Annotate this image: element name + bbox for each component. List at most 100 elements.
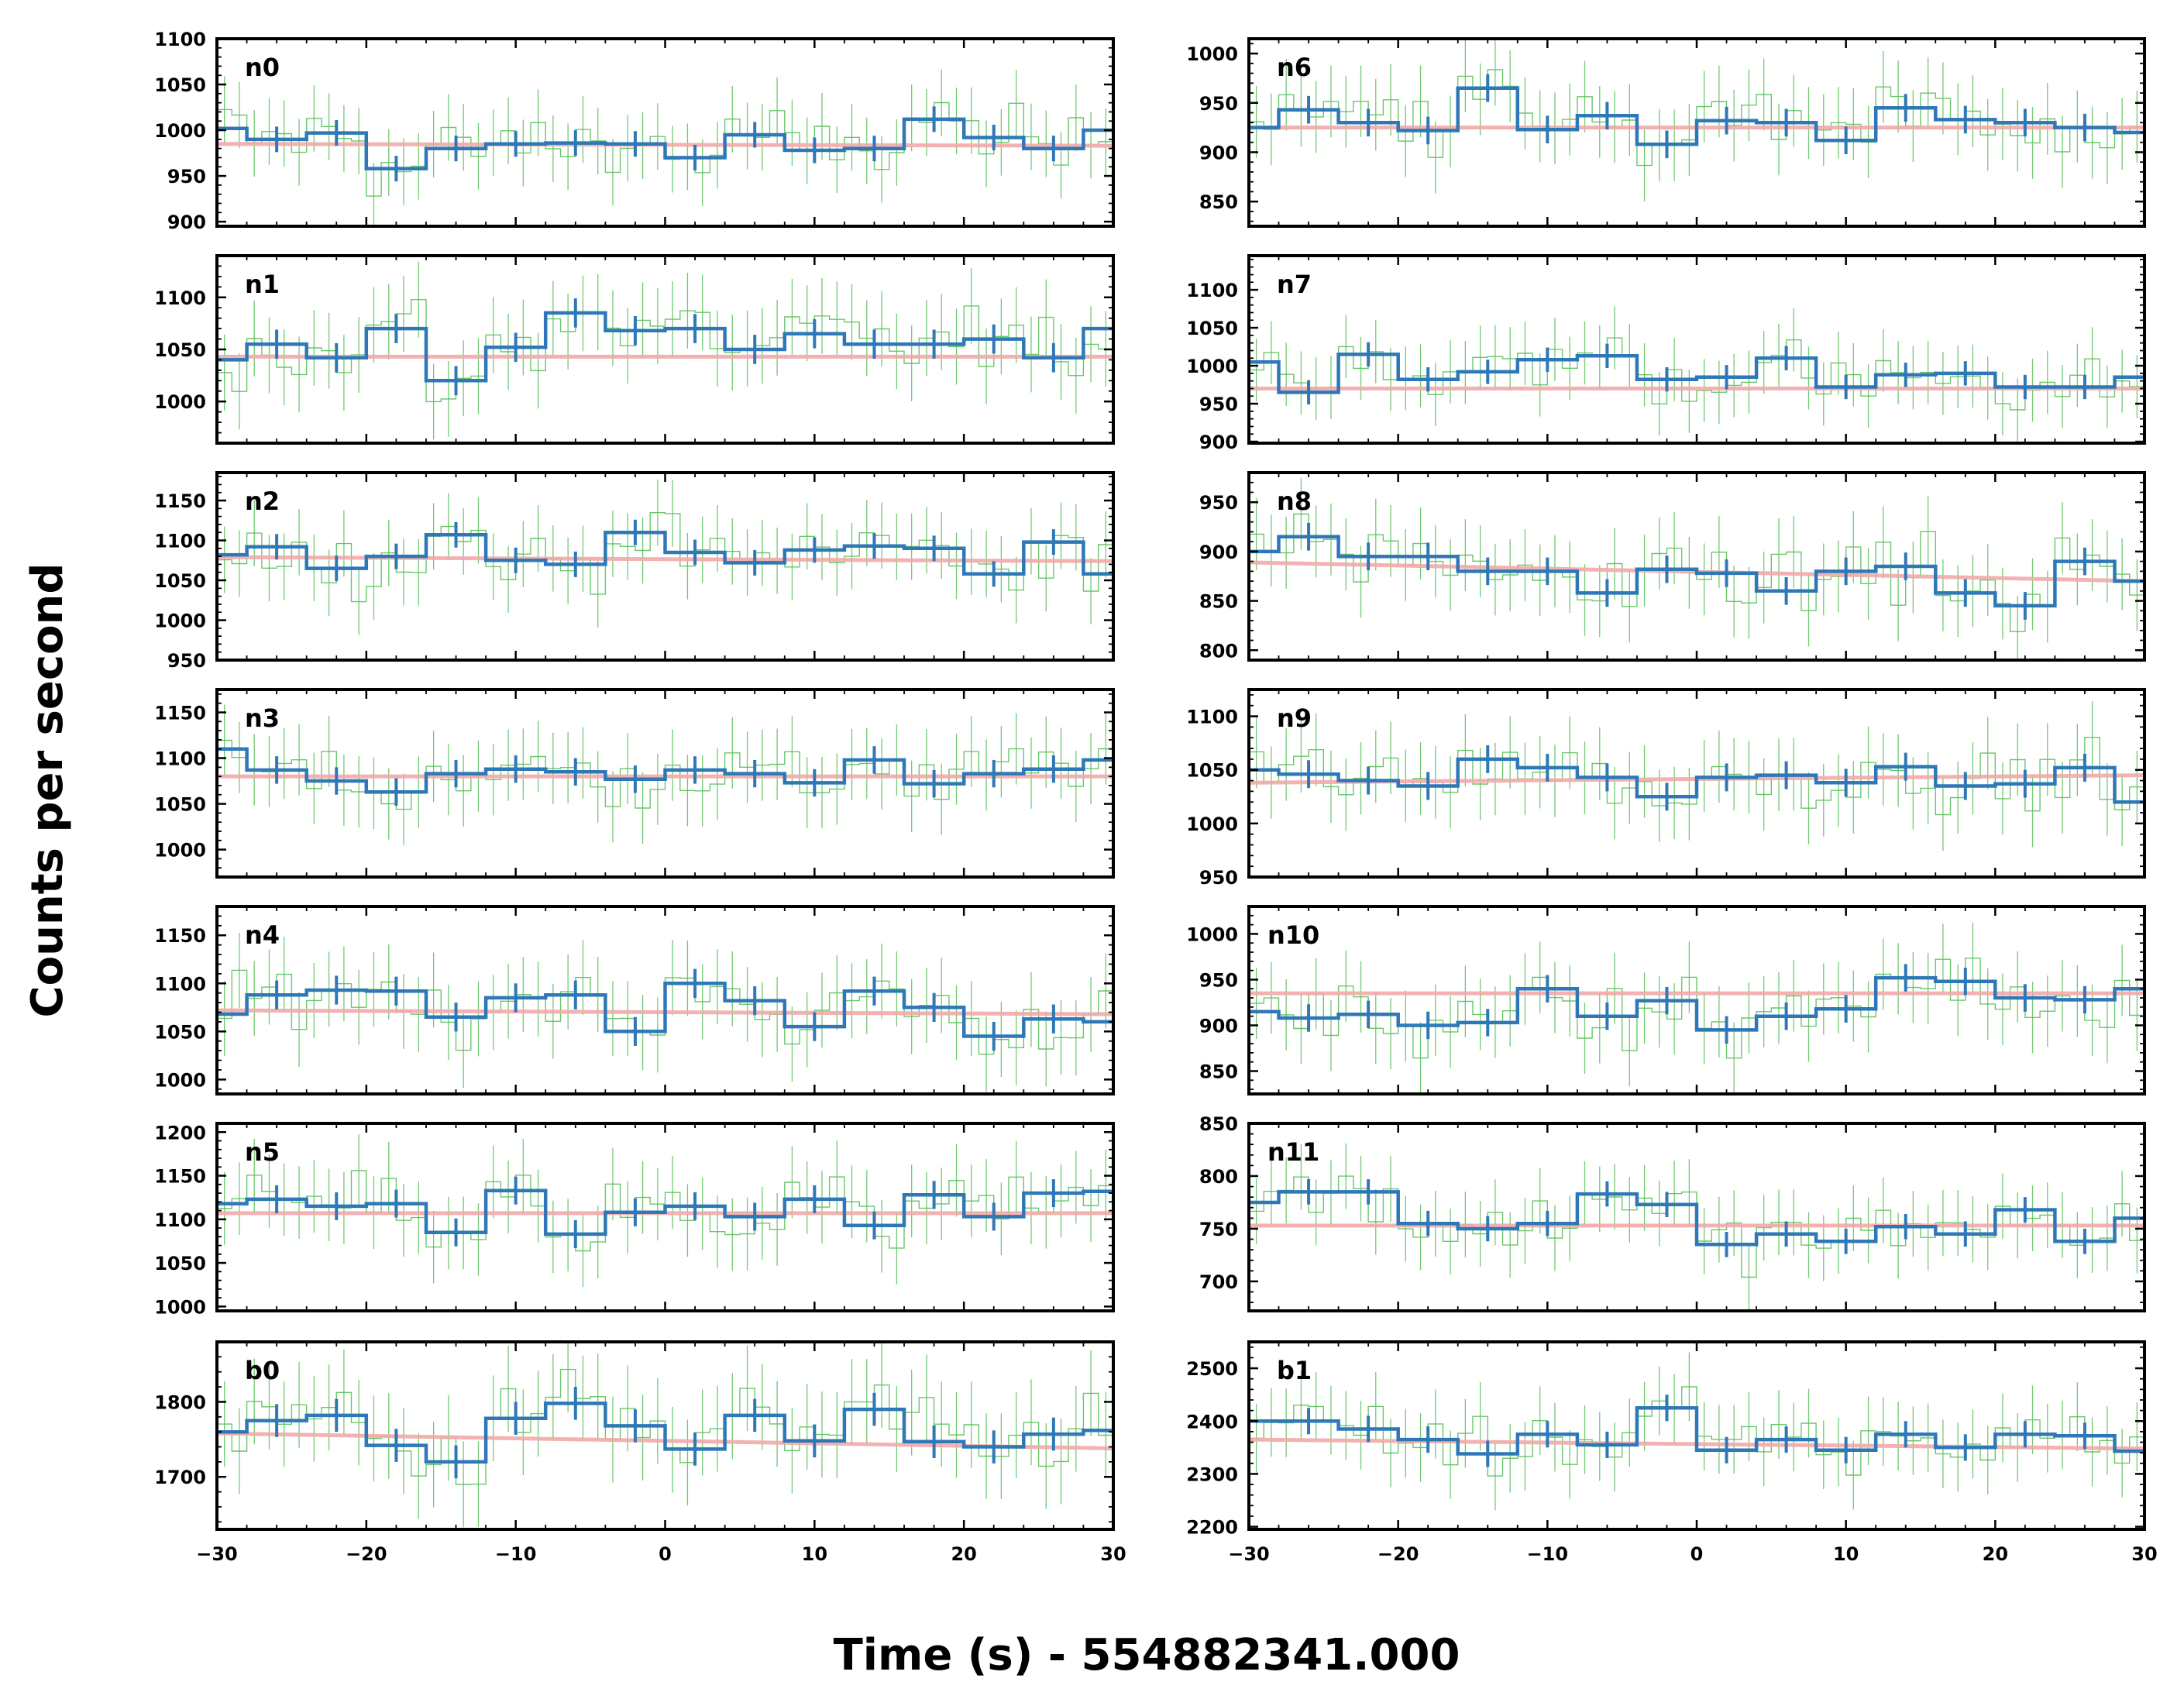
y-tick-label: 1000: [1186, 356, 1238, 377]
plot-area: [1249, 1352, 2144, 1511]
coarse-series: [1249, 1395, 2144, 1467]
y-tick-label: 1100: [154, 1209, 206, 1231]
y-tick-label: 1000: [154, 1069, 206, 1091]
panel-n7: 900 950 1000 1050 1100 n7: [1186, 254, 2146, 453]
panel-n6: 850 900 950 1000 n6: [1186, 37, 2146, 228]
panel-n10: 850 900 950 1000 n10: [1186, 905, 2146, 1095]
y-tick-label: 1000: [154, 840, 206, 862]
y-tick-label: 800: [1199, 1166, 1238, 1188]
coarse-histogram: [217, 530, 1113, 576]
x-tick-label: 30: [2131, 1543, 2157, 1565]
y-tick-label: 1700: [154, 1467, 206, 1488]
coarse-series: [1249, 1179, 2144, 1257]
x-tick-label: 20: [951, 1543, 976, 1565]
coarse-histogram: [1249, 535, 2144, 608]
coarse-histogram: [217, 982, 1113, 1038]
panels-layer: 900 950 1000 1050 1100 n0 1000 1050 1100 n1 950 100…: [154, 29, 2158, 1565]
y-tick-label: 1050: [1186, 760, 1238, 782]
x-tick-label: −10: [1527, 1543, 1569, 1565]
fine-series: [1249, 39, 2144, 201]
x-tick-label: −30: [196, 1543, 238, 1565]
x-tick-label: −20: [346, 1543, 387, 1565]
fine-series: [217, 1342, 1113, 1528]
plot-area: [1249, 1143, 2144, 1310]
y-tick-label: 1050: [154, 74, 206, 96]
coarse-series: [217, 519, 1113, 587]
y-tick-label: 950: [167, 650, 206, 672]
y-tick-label: 1100: [154, 748, 206, 770]
x-tick-label: 0: [659, 1543, 672, 1565]
x-tick-label: −10: [495, 1543, 537, 1565]
y-tick-label: 850: [1199, 1113, 1238, 1135]
plot-area: [1249, 922, 2144, 1094]
y-axis-title: Counts per second: [22, 562, 73, 1017]
plot-area: [1249, 39, 2144, 201]
panel-label: n1: [245, 270, 280, 299]
plot-area: [1249, 306, 2144, 442]
panel-label: n3: [245, 703, 280, 733]
panel-n3: 1000 1050 1100 1150 n3: [154, 688, 1115, 879]
y-tick-label: 850: [1199, 1061, 1238, 1082]
plot-area: [217, 932, 1113, 1092]
fine-histogram: [1249, 69, 2144, 167]
coarse-series: [217, 968, 1113, 1051]
panel-n4: 1000 1050 1100 1150 n4: [154, 905, 1115, 1095]
coarse-histogram: [1249, 1190, 2144, 1247]
coarse-histogram: [1249, 757, 2144, 804]
plot-area: [217, 69, 1113, 226]
y-tick-label: 950: [1199, 492, 1238, 514]
panel-label: n9: [1277, 703, 1312, 733]
coarse-series: [217, 1387, 1113, 1479]
y-tick-label: 2400: [1186, 1411, 1238, 1433]
panel-label: n0: [245, 53, 280, 82]
panel-label: n10: [1267, 920, 1319, 950]
y-tick-label: 1000: [154, 1296, 206, 1318]
y-tick-label: 1100: [154, 29, 206, 50]
panel-n11: 700 750 800 850 n11: [1199, 1113, 2146, 1312]
panel-n1: 1000 1050 1100 n1: [154, 254, 1115, 445]
panel-label: b0: [245, 1356, 280, 1385]
coarse-series: [217, 298, 1113, 396]
y-tick-label: 950: [1199, 93, 1238, 115]
panel-label: n2: [245, 487, 280, 516]
fine-histogram: [1249, 337, 2144, 411]
y-tick-label: 1050: [154, 570, 206, 592]
coarse-series: [1249, 964, 2144, 1044]
coarse-series: [217, 1176, 1113, 1248]
y-tick-label: 2200: [1186, 1517, 1238, 1539]
y-tick-label: 900: [1199, 142, 1238, 163]
y-tick-label: 950: [1199, 969, 1238, 991]
y-tick-label: 700: [1199, 1271, 1238, 1293]
panel-n5: 1000 1050 1100 1150 1200 n5: [154, 1122, 1115, 1318]
coarse-series: [1249, 342, 2144, 405]
y-tick-label: 1200: [154, 1122, 206, 1144]
coarse-histogram: [217, 117, 1113, 170]
y-tick-label: 1000: [154, 611, 206, 632]
y-tick-label: 1050: [154, 794, 206, 816]
y-tick-label: 1050: [154, 1021, 206, 1043]
y-tick-label: 850: [1199, 191, 1238, 213]
y-tick-label: 2500: [1186, 1358, 1238, 1380]
y-tick-label: 1000: [154, 391, 206, 413]
y-tick-label: 950: [167, 166, 206, 187]
y-tick-label: 1050: [1186, 318, 1238, 339]
y-tick-label: 1100: [154, 531, 206, 552]
y-tick-label: 1100: [1186, 707, 1238, 728]
panel-n2: 950 1000 1050 1100 1150 n2: [154, 471, 1115, 672]
y-tick-label: 1050: [154, 1253, 206, 1274]
panel-label: b1: [1277, 1356, 1312, 1385]
coarse-histogram: [1249, 1405, 2144, 1456]
y-tick-label: 1800: [154, 1391, 206, 1413]
x-tick-label: 30: [1100, 1543, 1126, 1565]
coarse-histogram: [1249, 86, 2144, 146]
y-tick-label: 800: [1199, 640, 1238, 662]
coarse-series: [217, 106, 1113, 182]
y-tick-label: 1000: [1186, 924, 1238, 945]
panel-n0: 900 950 1000 1050 1100 n0: [154, 29, 1115, 233]
fine-histogram: [1249, 513, 2144, 632]
x-tick-label: 20: [1983, 1543, 2008, 1565]
coarse-histogram: [1249, 353, 2144, 394]
y-tick-label: 1100: [154, 287, 206, 309]
y-tick-label: 850: [1199, 591, 1238, 613]
coarse-histogram: [217, 311, 1113, 383]
